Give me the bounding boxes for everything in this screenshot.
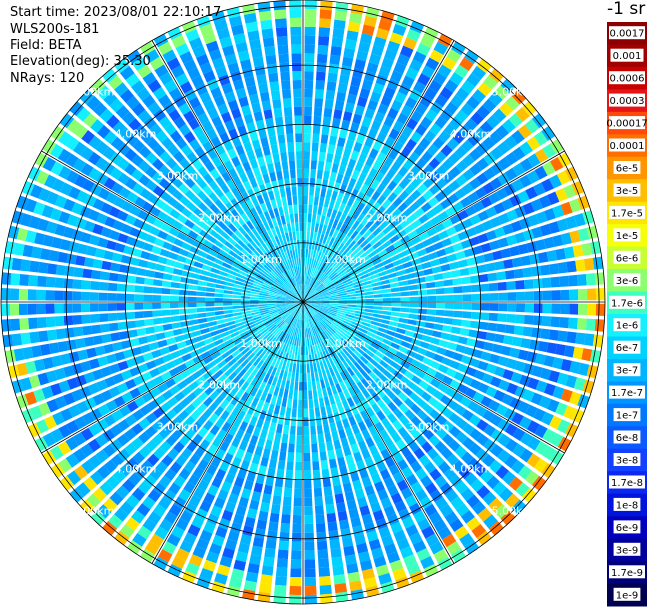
range-label: 3.00km [157,421,199,434]
colorbar-label-bg [613,183,641,197]
colorbar-label-bg [609,138,645,152]
colorbar-tick-label: 3e-7 [616,366,639,377]
range-label: 3.00km [408,421,450,434]
instrument-name: WLS200s-181 [10,22,100,37]
ppi-data-rays [1,0,605,604]
colorbar-tick-label: 6e-8 [616,433,639,444]
range-label: 5.00km [73,504,115,517]
range-label: 2.00km [199,211,241,224]
range-label: 2.00km [366,379,408,392]
colorbar-label-bg [609,295,645,309]
colorbar-label-bg [613,408,641,422]
colorbar-label-bg [613,273,641,287]
colorbar-label-bg [609,116,645,130]
field-name: Field: BETA [10,38,82,53]
colorbar-tick-label: 0.00017 [607,119,647,130]
colorbar-tick-label: 1.7e-9 [611,568,643,579]
colorbar-tick-label: 6e-7 [616,343,639,354]
colorbar-label-bg [609,26,645,40]
spoke-120 [302,301,565,454]
colorbar-label-bg [613,161,641,174]
colorbar-label-bg [609,475,645,489]
colorbar-label-bg [613,340,641,354]
spoke-60 [302,150,565,303]
ray-count: NRays: 120 [10,71,85,86]
colorbar-tick-label: 1e-9 [616,590,639,601]
colorbar-label-bg [609,93,645,107]
range-label: 1.00km [240,253,282,266]
range-label: 3.00km [157,169,199,182]
range-label: 1.00km [240,337,282,350]
colorbar-label-bg [613,318,641,332]
colorbar-label-bg [610,48,644,62]
colorbar-label-bg [613,453,641,466]
range-label: 4.00km [450,463,492,476]
range-label: 4.00km [115,128,157,141]
colorbar-tick-label: 0.0001 [610,141,645,152]
colorbar-tick-label: 6e-5 [616,164,639,175]
spoke-240 [41,301,304,454]
colorbar-tick-label: 0.0003 [610,96,645,107]
colorbar-label-bg [613,250,641,264]
start-time: Start time: 2023/08/01 22:10:17 [10,5,222,20]
colorbar-tick-label: 6e-9 [616,523,639,534]
spoke-300 [41,150,304,303]
colorbar-tick-label: 1e-8 [616,500,639,511]
colorbar-tick-label: 3e-5 [616,186,639,197]
colorbar-tick-label: 1.7e-7 [611,388,643,399]
colorbar-tick-label: 3e-8 [616,456,639,467]
range-label: 5.00km [492,86,534,99]
spoke-210 [151,301,304,564]
range-label: 4.00km [450,128,492,141]
colorbar-label-bg [613,587,641,601]
colorbar-tick-label: 3e-9 [616,545,639,556]
azimuth-spokes [1,0,605,604]
colorbar-label-bg [613,430,641,444]
colorbar-label-bg [613,363,641,377]
colorbar-label-bg [613,497,641,511]
ppi-plot: 1.00km 1.00km 1.00km 1.00km 2.00km 2.00km 2.00… [0,0,606,605]
range-label: 2.00km [366,211,408,224]
colorbar-label-bg [613,228,641,242]
range-label: 2.00km [199,379,241,392]
colorbar-tick-label: 0.001 [613,51,642,62]
range-label: 5.00km [492,504,534,517]
colorbar-label-bg [609,71,645,85]
colorbar-label-bg [613,520,641,534]
colorbar-tick-label: 1.7e-5 [611,208,643,219]
colorbar-tick-label: 0.0017 [610,29,645,40]
range-label: 5.00km [73,86,115,99]
colorbar-tick-label: 1e-7 [616,411,639,422]
colorbar-tick-label: 1e-6 [616,321,639,332]
colorbar-tick-label: 3e-6 [616,276,639,287]
colorbar-tick-label: 6e-6 [616,253,639,264]
colorbar-tick-label: 1.7e-6 [611,298,643,309]
colorbar-unit: -1 sr [607,0,646,19]
range-label: 1.00km [324,337,366,350]
elevation-angle: Elevation(deg): 35.30 [10,54,151,69]
range-labels: 1.00km 1.00km 1.00km 1.00km 2.00km 2.00km 2.00… [73,86,533,518]
range-label: 1.00km [324,253,366,266]
spoke-150 [302,301,455,564]
colorbar-label-bg [609,565,645,579]
range-label: 3.00km [408,169,450,182]
colorbar-tick-label: 1e-5 [616,231,639,242]
colorbar: 0.0017 0.001 0.0006 0.0003 0.00017 0.0001 6e-5… [607,22,647,607]
colorbar-tick-label: 0.0006 [610,74,645,85]
colorbar-label-bg [613,542,641,556]
colorbar-tick-label: 1.7e-8 [611,478,643,489]
spoke-330 [151,40,304,303]
spoke-30 [302,40,455,303]
range-label: 4.00km [115,463,157,476]
colorbar-label-bg [609,205,645,219]
colorbar-label-bg [609,385,645,399]
